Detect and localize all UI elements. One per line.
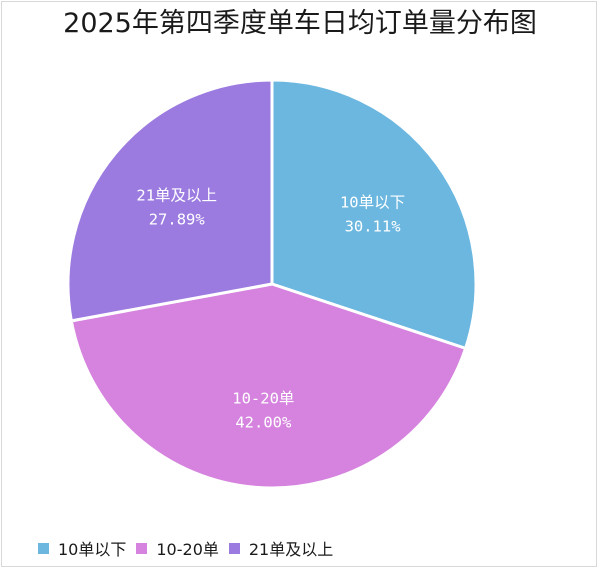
legend-swatch [136, 542, 148, 554]
slice-category-label: 21单及以上 [136, 187, 217, 205]
legend-label: 21单及以上 [248, 540, 334, 559]
legend-item-3: 21单及以上 [228, 536, 334, 560]
slice-category-label: 10-20单 [232, 390, 294, 408]
slice-percent-label: 27.89% [149, 211, 206, 229]
pie-slice-3 [66, 78, 274, 323]
slice-percent-label: 42.00% [235, 414, 292, 432]
pie-slice-2 [69, 282, 468, 490]
chart-legend: 10单以下 10-20单 21单及以上 [38, 535, 343, 561]
legend-label: 10单以下 [58, 540, 127, 559]
chart-title: 2025年第四季度单车日均订单量分布图 [63, 8, 537, 39]
legend-swatch [38, 542, 49, 554]
slice-category-label: 10单以下 [340, 193, 405, 211]
legend-item-1: 10单以下 [38, 536, 126, 560]
legend-label: 10-20单 [156, 540, 219, 559]
pie-slice-1 [270, 78, 478, 350]
legend-swatch [228, 542, 240, 554]
legend-item-2: 10-20单 [136, 536, 219, 560]
slice-percent-label: 30.11% [345, 217, 402, 235]
